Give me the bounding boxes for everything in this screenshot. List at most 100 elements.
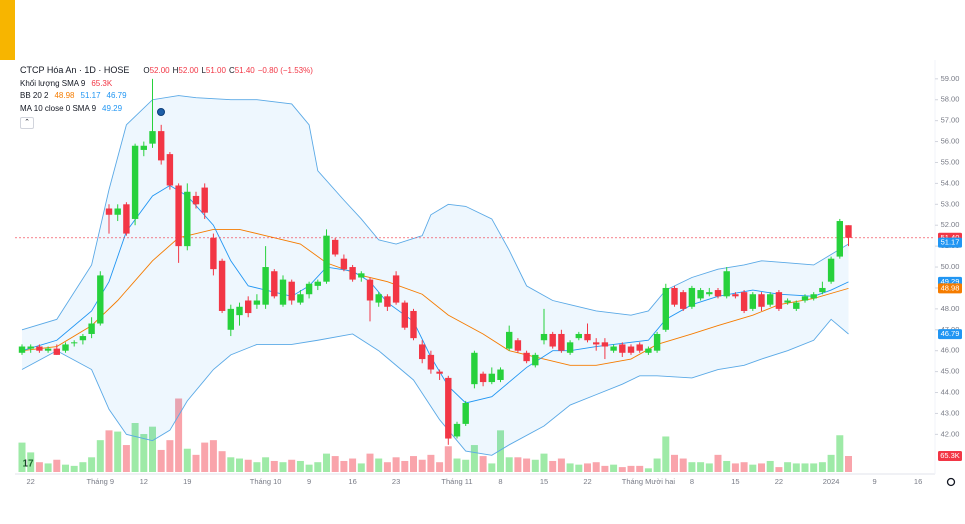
legend-row: CTCP Hóa An · 1D · HOSE O52.00 H52.00 L51.0…: [20, 64, 316, 78]
indicator-row[interactable]: Khối lượng SMA 9 65.3K: [20, 78, 316, 91]
candle-body: [810, 294, 817, 299]
volume-bar: [357, 463, 365, 472]
indicator-row[interactable]: MA 10 close 0 SMA 9 49.29: [20, 103, 316, 116]
volume-bar: [540, 453, 548, 472]
volume-bar: [88, 457, 96, 472]
volume-bar: [253, 462, 261, 472]
candle-body: [706, 292, 713, 295]
y-tick-label: 59.00: [941, 74, 960, 83]
x-tick-label: 8: [498, 477, 502, 486]
candle-body: [436, 371, 443, 374]
price-tag-label: 48.98: [941, 283, 960, 292]
candle-body: [819, 287, 826, 293]
candle-body: [566, 342, 574, 353]
y-tick-label: 58.00: [941, 95, 960, 104]
candle-body: [479, 373, 487, 383]
candle-body: [149, 131, 156, 144]
candle-body: [497, 369, 504, 380]
price-tag: [938, 237, 962, 248]
candle-body: [88, 323, 95, 334]
indicator-value: 48.98: [54, 91, 75, 100]
indicator-line: [21, 318, 849, 456]
volume-bar: [731, 463, 739, 472]
candle-body: [445, 377, 452, 439]
y-tick-label: 56.00: [941, 137, 960, 146]
candle-body: [619, 344, 626, 353]
candle-body: [340, 258, 348, 270]
candle-body: [53, 348, 60, 355]
tv-logo[interactable]: 17: [20, 458, 37, 470]
x-tick-label: Tháng Mười hai: [622, 477, 676, 486]
indicator-name: MA 10 close 0 SMA 9: [20, 103, 97, 113]
volume-bar: [549, 460, 557, 472]
candle-body: [44, 348, 52, 351]
x-tick-label: 12: [140, 477, 148, 486]
volume-bar: [401, 460, 409, 472]
volume-bar: [644, 468, 652, 472]
volume-bar: [175, 398, 183, 472]
volume-bar: [636, 465, 644, 472]
candle-body: [514, 340, 522, 351]
volume-bar: [314, 462, 322, 472]
volume-bar: [714, 454, 722, 472]
volume-bar: [418, 459, 426, 472]
candle-body: [740, 292, 748, 311]
ohlc-key: L: [201, 66, 206, 75]
candle-body: [366, 279, 374, 301]
volume-bar: [296, 460, 304, 472]
x-tick-label: Tháng 9: [87, 477, 115, 486]
price-tag-label: 51.40: [941, 233, 960, 242]
candle-body: [714, 290, 722, 297]
y-tick-label: 43.00: [941, 408, 960, 417]
indicator-value: 65.3K: [91, 78, 113, 88]
candle-body: [218, 260, 226, 311]
candle-body: [584, 333, 591, 341]
y-tick-label: 44.00: [941, 388, 960, 397]
candle-body: [384, 296, 391, 307]
candle-body: [201, 187, 208, 213]
volume-bar: [627, 465, 635, 472]
ohlc-key: H: [172, 66, 179, 75]
candle-body: [532, 354, 539, 366]
volume-bar: [427, 454, 435, 472]
volume-tag-label: 65.3K: [940, 451, 960, 460]
volume-bar: [584, 463, 591, 472]
volume-bar: [288, 459, 296, 472]
indicator-row[interactable]: BB 20 2 48.98 51.17 46.79: [20, 90, 316, 103]
volume-bar: [114, 431, 122, 472]
candle-body: [375, 294, 382, 303]
volume-bar: [27, 452, 35, 472]
candle-body: [314, 281, 321, 286]
x-tick-label: 2024: [823, 477, 840, 486]
volume-bar: [827, 454, 835, 472]
volume-bar: [497, 430, 504, 472]
candle-body: [97, 275, 104, 324]
candle-body: [175, 185, 182, 247]
candle-body: [636, 344, 643, 351]
volume-bar: [514, 457, 522, 472]
candle-body: [558, 333, 565, 351]
x-tick-label: 15: [731, 477, 739, 486]
price-tag: [938, 283, 962, 294]
volume-bar: [453, 458, 461, 472]
volume-bar: [244, 459, 252, 472]
volume-bar: [653, 458, 661, 472]
settings-icon[interactable]: [946, 477, 956, 487]
candle-body: [506, 331, 513, 349]
y-tick-label: 50.00: [941, 262, 960, 271]
volume-bar: [818, 462, 826, 472]
volume-bar: [566, 463, 574, 472]
x-tick-label: 9: [307, 477, 311, 486]
x-tick-label: 9: [873, 477, 877, 486]
y-tick-label: 57.00: [941, 116, 960, 125]
indicator-name: Khối lượng SMA 9: [20, 78, 86, 88]
band-fill: [22, 95, 849, 456]
candle-body: [784, 300, 791, 303]
volume-bar: [279, 462, 287, 472]
candle-body: [845, 225, 852, 238]
volume-bar: [705, 463, 713, 472]
candle-body: [767, 294, 774, 305]
candle-body: [71, 342, 78, 344]
ohlc-key: C: [228, 66, 235, 75]
collapse-button[interactable]: ⌃: [20, 117, 34, 129]
